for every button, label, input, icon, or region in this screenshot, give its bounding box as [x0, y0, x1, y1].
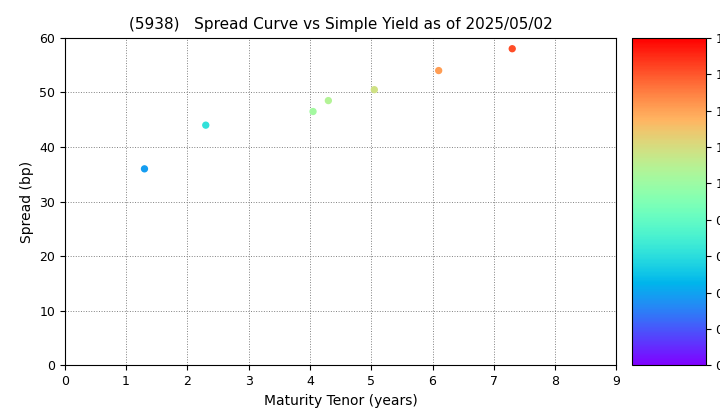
- Point: [506, 45, 518, 52]
- Point: [307, 108, 319, 115]
- Point: [323, 97, 334, 104]
- Point: [200, 122, 212, 129]
- Y-axis label: Spread (bp): Spread (bp): [19, 160, 34, 243]
- Title: (5938)   Spread Curve vs Simple Yield as of 2025/05/02: (5938) Spread Curve vs Simple Yield as o…: [129, 18, 552, 32]
- X-axis label: Maturity Tenor (years): Maturity Tenor (years): [264, 394, 418, 408]
- Point: [433, 67, 444, 74]
- Point: [369, 86, 380, 93]
- Point: [139, 165, 150, 172]
